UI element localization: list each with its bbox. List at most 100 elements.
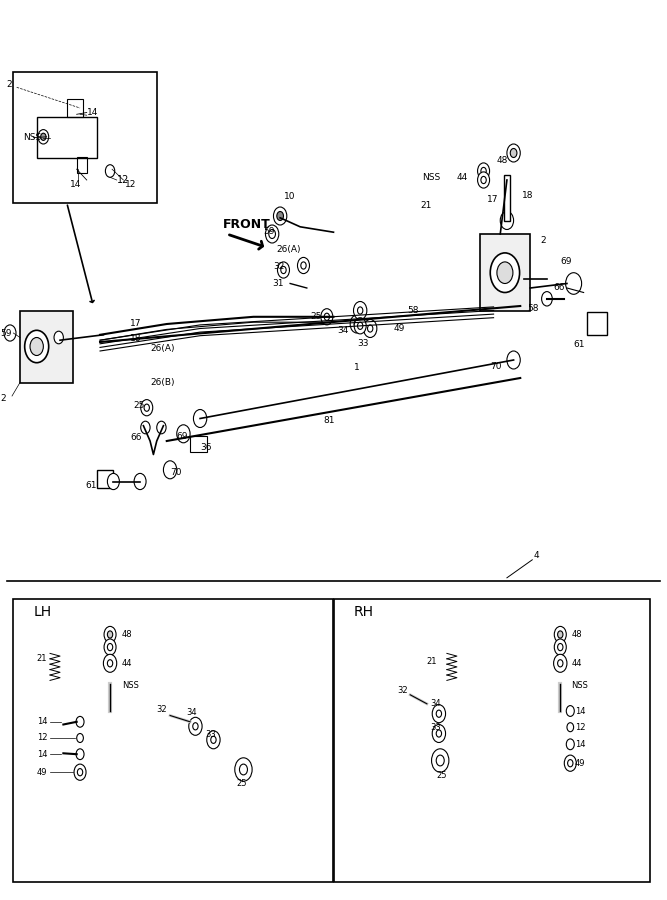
Circle shape [239,764,247,775]
Text: NSS: NSS [122,681,139,690]
Circle shape [490,253,520,292]
Circle shape [558,644,563,651]
Bar [77,157,87,173]
Circle shape [478,163,490,179]
Circle shape [566,273,582,294]
Bar [334,598,650,882]
Circle shape [297,257,309,274]
Circle shape [77,734,83,742]
Text: 2: 2 [7,80,12,89]
Text: 44: 44 [122,659,133,668]
Circle shape [358,322,363,329]
Text: 25: 25 [310,312,321,321]
Text: 32: 32 [273,262,285,271]
Text: 34: 34 [187,708,197,717]
Text: 48: 48 [572,630,582,639]
Circle shape [321,309,333,325]
Text: 10: 10 [283,192,295,201]
Bar [97,470,113,488]
Circle shape [566,739,574,750]
Circle shape [107,644,113,651]
Text: 26(A): 26(A) [150,344,175,353]
Circle shape [134,473,146,490]
Circle shape [25,330,49,363]
Circle shape [235,758,252,781]
Circle shape [354,320,360,328]
Text: 2: 2 [0,394,5,403]
Circle shape [436,710,442,717]
Text: 14: 14 [575,740,586,749]
Text: 14: 14 [70,180,81,189]
Text: 61: 61 [574,340,585,349]
Text: 44: 44 [572,659,582,668]
Text: NSS: NSS [572,681,588,690]
Circle shape [432,705,446,723]
Text: 33: 33 [357,339,368,348]
Text: 44: 44 [457,173,468,182]
Text: 26(B): 26(B) [150,378,175,387]
Circle shape [189,717,202,735]
Circle shape [364,320,377,338]
Circle shape [354,302,367,319]
Bar [20,310,73,382]
Bar [13,72,157,203]
Circle shape [568,760,573,767]
Text: 12: 12 [125,180,137,189]
Circle shape [77,769,83,776]
Circle shape [497,262,513,284]
Circle shape [38,130,49,144]
Text: 59: 59 [0,328,11,338]
Bar [67,99,83,117]
Circle shape [478,172,490,188]
Text: 2: 2 [540,236,546,245]
Text: 49: 49 [37,768,47,777]
Circle shape [211,736,216,743]
Text: NSS: NSS [422,173,440,182]
Circle shape [281,266,286,274]
Circle shape [103,654,117,672]
Circle shape [107,631,113,638]
Circle shape [4,325,16,341]
Circle shape [436,730,442,737]
Text: 4: 4 [534,551,539,560]
Text: 1: 1 [354,363,360,372]
Text: 34: 34 [430,699,441,708]
Circle shape [273,207,287,225]
Circle shape [542,292,552,306]
Bar [480,234,530,310]
Text: RH: RH [354,605,374,619]
Circle shape [510,148,517,157]
Circle shape [350,315,364,333]
Circle shape [193,723,198,730]
Text: 17: 17 [487,195,498,204]
Text: 21: 21 [37,654,47,663]
Circle shape [554,654,567,672]
Circle shape [105,165,115,177]
Text: 21: 21 [427,657,438,666]
Circle shape [107,660,113,667]
Text: 14: 14 [87,108,98,117]
Circle shape [74,764,86,780]
Circle shape [481,167,486,175]
Text: 18: 18 [522,191,534,200]
Text: 48: 48 [122,630,133,639]
Text: 32: 32 [157,705,167,714]
Circle shape [30,338,43,356]
Circle shape [277,212,283,220]
Text: 58: 58 [527,304,538,313]
Bar [504,176,510,220]
Circle shape [554,626,566,643]
Text: 25: 25 [133,401,145,410]
Circle shape [76,716,84,727]
Text: 12: 12 [575,723,586,732]
Bar [587,312,607,335]
Circle shape [558,631,563,638]
Text: 70: 70 [170,468,181,477]
Text: 18: 18 [130,334,141,343]
Bar [37,117,97,158]
Text: 59: 59 [263,227,275,236]
Text: 31: 31 [272,279,283,288]
Circle shape [558,660,563,667]
Text: 14: 14 [575,706,586,716]
Text: 12: 12 [117,175,129,185]
